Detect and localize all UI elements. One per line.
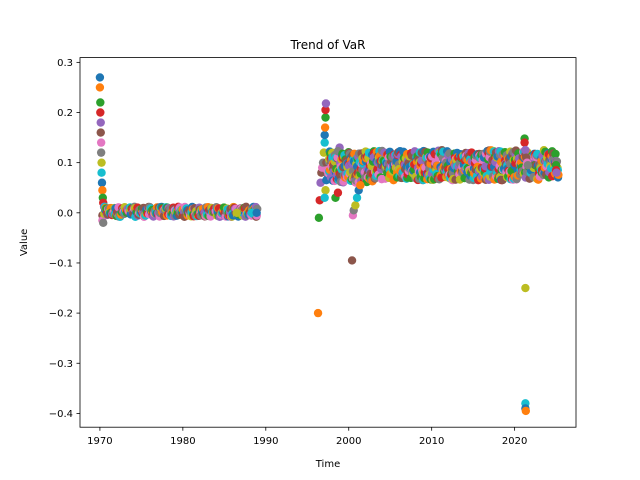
x-tick-label: 1990 [253,436,278,447]
data-point [96,118,105,127]
data-point [520,138,529,147]
data-point [97,178,107,187]
data-point [320,123,330,132]
data-point [552,168,561,177]
y-axis: −0.4 −0.3 −0.2 −0.1 0.0 0.1 0.2 0.3 [49,58,80,420]
data-point [521,283,530,293]
data-point [98,186,107,195]
data-point [320,130,329,140]
data-point [351,201,360,210]
y-tick-label: 0.3 [57,58,73,69]
y-tick-label: 0.1 [57,158,73,169]
y-axis-label: Value [19,229,30,256]
data-point [96,138,106,147]
data-point [521,406,531,416]
x-tick-label: 1980 [170,436,195,447]
x-tick-label: 1970 [87,436,112,447]
data-point [521,145,530,155]
x-tick-label: 2000 [336,436,361,447]
data-point [320,193,329,202]
plot-frame [79,57,577,428]
data-point [96,148,106,157]
data-point [96,128,105,137]
y-tick-label: 0.0 [57,208,73,219]
data-point [96,108,105,117]
data-point [321,105,330,115]
y-tick-label: −0.2 [49,309,73,320]
data-point [314,213,324,223]
data-point [97,168,106,177]
data-point [551,149,560,159]
data-point [320,138,329,147]
data-point [321,186,330,195]
x-tick-label: 2010 [419,436,444,447]
x-axis-label: Time [315,459,340,470]
y-tick-label: −0.1 [49,258,73,269]
data-point [333,188,343,197]
data-point [97,158,106,167]
data-point [313,308,323,318]
data-point [321,99,331,108]
x-tick-label: 2020 [502,436,527,447]
y-tick-label: −0.3 [49,359,73,370]
data-point [321,113,330,122]
x-axis: 1970 1980 1990 2000 2010 2020 [87,427,527,447]
y-tick-label: 0.2 [57,108,73,119]
data-point [252,208,261,218]
data-point [352,193,362,202]
data-point [347,256,357,265]
data-point [523,160,533,170]
data-point [95,83,105,92]
data-point [99,218,108,228]
y-tick-label: −0.4 [49,409,73,420]
chart-title: Trend of VaR [289,38,365,52]
data-point [232,208,241,218]
data-points-layer [95,73,563,416]
data-point [95,73,105,82]
data-point [96,98,105,107]
data-point [356,181,365,190]
